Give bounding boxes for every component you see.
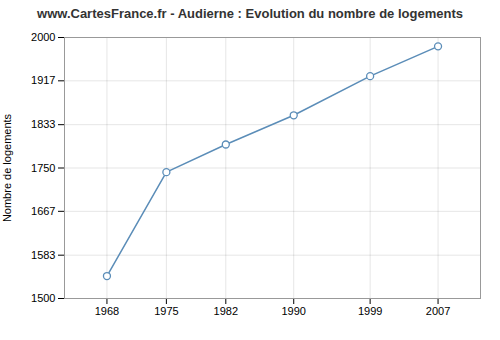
svg-text:1750: 1750 — [31, 162, 55, 174]
svg-text:1667: 1667 — [31, 205, 55, 217]
svg-text:1968: 1968 — [95, 305, 119, 317]
svg-text:1500: 1500 — [31, 292, 55, 304]
svg-text:1583: 1583 — [31, 249, 55, 261]
svg-text:1833: 1833 — [31, 118, 55, 130]
svg-text:2000: 2000 — [31, 31, 55, 43]
html-text:www.CartesFrance.fr - Audierne: www.CartesFrance.fr - Audierne : Evoluti… — [37, 6, 463, 21]
svg-text:1982: 1982 — [214, 305, 238, 317]
svg-text:1990: 1990 — [281, 305, 305, 317]
svg-text:1975: 1975 — [154, 305, 178, 317]
svg-text:2007: 2007 — [426, 305, 450, 317]
svg-text:Nombre de logements: Nombre de logements — [1, 113, 13, 222]
svg-text:1917: 1917 — [31, 74, 55, 86]
svg-text:1999: 1999 — [358, 305, 382, 317]
